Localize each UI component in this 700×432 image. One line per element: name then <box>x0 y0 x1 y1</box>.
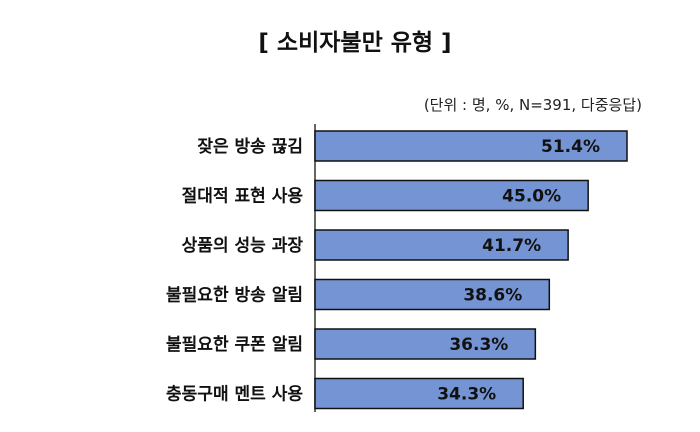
bar-6 <box>314 377 524 410</box>
bar-5 <box>314 328 537 360</box>
value-label-1: 51.4% <box>541 137 600 157</box>
chart-subtitle: (단위 : 명, %, N=391, 다중응답) <box>424 96 642 114</box>
bar-1 <box>314 130 628 162</box>
category-label-5: 불필요한 쿠폰 알림 <box>166 335 303 355</box>
bar-series: 잦은 방송 끊김 51.4% 절대적 표현 사용 45.0% 상품의 성능 과장 41.7… <box>166 130 628 410</box>
bar-3 <box>314 229 569 261</box>
value-label-4: 38.6% <box>463 286 522 306</box>
value-label-3: 41.7% <box>482 236 541 256</box>
value-label-6: 34.3% <box>437 385 496 405</box>
chart-title: [ 소비자불만 유형 ] <box>258 30 451 56</box>
category-label-1: 잦은 방송 끊김 <box>197 137 303 157</box>
bar-4 <box>314 278 551 311</box>
bar-2 <box>314 179 589 212</box>
category-label-6: 충동구매 멘트 사용 <box>166 385 303 405</box>
value-label-5: 36.3% <box>449 335 508 355</box>
category-label-3: 상품의 성능 과장 <box>182 236 304 256</box>
category-label-2: 절대적 표현 사용 <box>182 186 304 207</box>
value-label-2: 45.0% <box>502 187 561 207</box>
category-label-4: 불필요한 방송 알림 <box>166 286 303 306</box>
